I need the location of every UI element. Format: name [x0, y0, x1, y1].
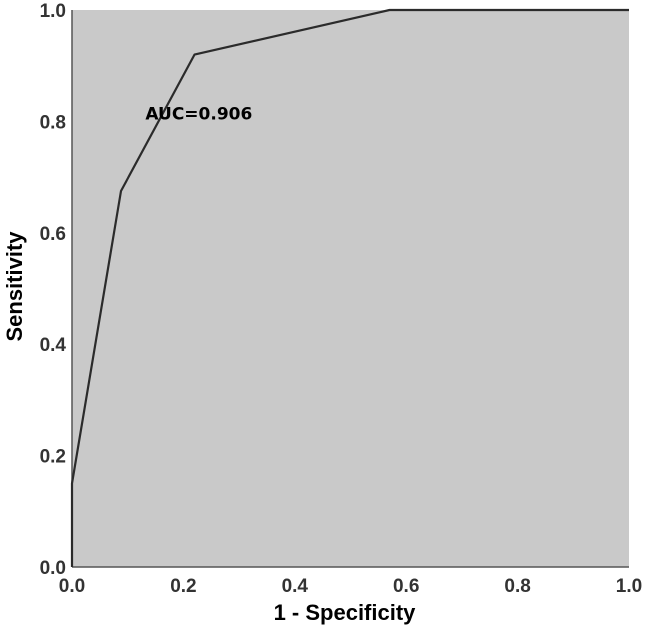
x-tick-label: 0.0 [59, 576, 85, 597]
x-axis-title: 1 - Specificity [274, 600, 417, 625]
x-axis-ticks: 0.0 0.2 0.4 0.6 0.8 1.0 [59, 576, 642, 597]
plot-area [72, 10, 629, 567]
x-tick-label: 0.8 [504, 576, 530, 597]
y-tick-label: 0.4 [40, 335, 67, 356]
auc-annotation: AUC=0.906 [145, 104, 252, 124]
y-axis-title: Sensitivity [2, 231, 27, 342]
y-tick-label: 0.8 [40, 112, 66, 133]
y-tick-label: 1.0 [40, 1, 66, 22]
y-tick-label: 0.0 [40, 558, 66, 579]
y-tick-label: 0.2 [40, 447, 66, 468]
x-tick-label: 0.6 [393, 576, 419, 597]
x-tick-label: 0.4 [282, 576, 309, 597]
x-tick-label: 1.0 [616, 576, 642, 597]
y-axis-ticks: 0.0 0.2 0.4 0.6 0.8 1.0 [40, 1, 67, 579]
roc-curve [70, 8, 629, 567]
x-tick-label: 0.2 [170, 576, 196, 597]
y-tick-label: 0.6 [40, 224, 66, 245]
